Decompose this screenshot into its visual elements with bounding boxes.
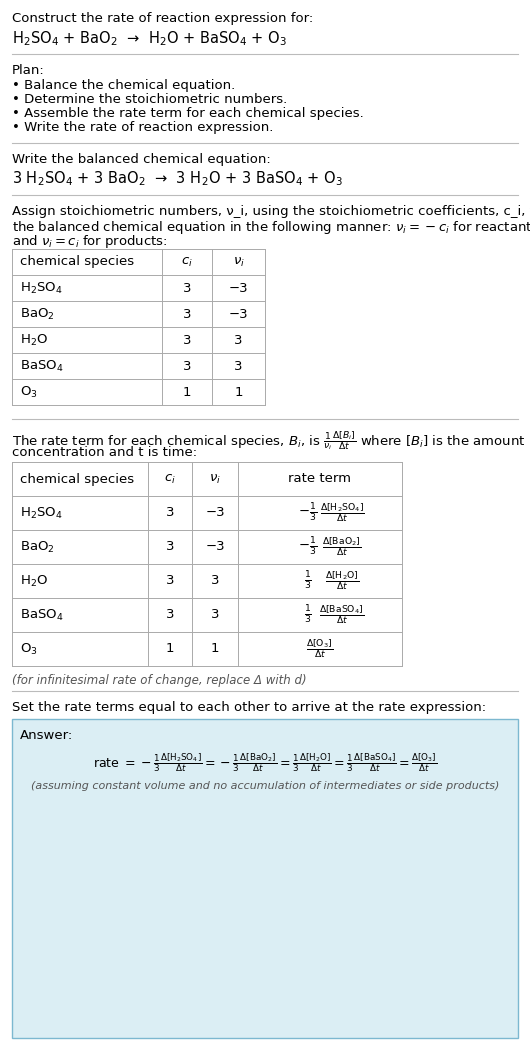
Text: 3: 3 — [183, 281, 191, 295]
Text: Write the balanced chemical equation:: Write the balanced chemical equation: — [12, 153, 271, 166]
Text: $\mathregular{BaO_2}$: $\mathregular{BaO_2}$ — [20, 306, 55, 321]
Text: • Determine the stoichiometric numbers.: • Determine the stoichiometric numbers. — [12, 93, 287, 106]
Text: Construct the rate of reaction expression for:: Construct the rate of reaction expressio… — [12, 12, 313, 25]
Text: $c_i$: $c_i$ — [181, 255, 193, 269]
Text: chemical species: chemical species — [20, 255, 134, 269]
Text: $\mathregular{H_2SO_4}$: $\mathregular{H_2SO_4}$ — [20, 505, 63, 521]
Text: $\nu_i$: $\nu_i$ — [233, 255, 244, 269]
Text: −3: −3 — [228, 308, 249, 320]
Text: rate $= -\frac{1}{3}\frac{\Delta[\mathregular{H_2SO_4}]}{\Delta t} = -\frac{1}{3: rate $= -\frac{1}{3}\frac{\Delta[\mathre… — [93, 752, 437, 774]
Text: $\frac{\Delta[\mathregular{O_3}]}{\Delta t}$: $\frac{\Delta[\mathregular{O_3}]}{\Delta… — [306, 638, 334, 660]
Text: $\mathregular{H_2SO_4}$ + $\mathregular{BaO_2}$  →  $\mathregular{H_2O}$ + $\mat: $\mathregular{H_2SO_4}$ + $\mathregular{… — [12, 29, 287, 48]
Text: 1: 1 — [183, 386, 191, 399]
Text: Answer:: Answer: — [20, 729, 73, 742]
Text: rate term: rate term — [288, 473, 351, 485]
Text: the balanced chemical equation in the following manner: $\nu_i = -c_i$ for react: the balanced chemical equation in the fo… — [12, 219, 530, 236]
Text: $\mathregular{H_2O}$: $\mathregular{H_2O}$ — [20, 573, 48, 589]
Text: 1: 1 — [166, 642, 174, 656]
Text: $\mathregular{O_3}$: $\mathregular{O_3}$ — [20, 641, 38, 657]
Text: 3: 3 — [183, 334, 191, 346]
Text: $\mathregular{BaO_2}$: $\mathregular{BaO_2}$ — [20, 540, 55, 554]
Text: 3: 3 — [234, 334, 243, 346]
Text: $\frac{\Delta[\mathregular{BaO_2}]}{\Delta t}$: $\frac{\Delta[\mathregular{BaO_2}]}{\Del… — [322, 536, 361, 559]
Text: $\frac{\Delta[\mathregular{BaSO_4}]}{\Delta t}$: $\frac{\Delta[\mathregular{BaSO_4}]}{\De… — [320, 604, 365, 627]
Text: $\mathregular{BaSO_4}$: $\mathregular{BaSO_4}$ — [20, 359, 64, 373]
Text: (assuming constant volume and no accumulation of intermediates or side products): (assuming constant volume and no accumul… — [31, 781, 499, 791]
Text: • Write the rate of reaction expression.: • Write the rate of reaction expression. — [12, 121, 273, 134]
Text: 1: 1 — [234, 386, 243, 399]
Text: $\frac{1}{3}$: $\frac{1}{3}$ — [304, 604, 312, 627]
Text: −3: −3 — [228, 281, 249, 295]
Text: chemical species: chemical species — [20, 473, 134, 485]
Text: 3: 3 — [211, 574, 219, 588]
Text: $\mathregular{O_3}$: $\mathregular{O_3}$ — [20, 385, 38, 400]
Text: $\nu_i$: $\nu_i$ — [209, 473, 221, 485]
Text: (for infinitesimal rate of change, replace Δ with d): (for infinitesimal rate of change, repla… — [12, 674, 307, 687]
Text: $\mathregular{H_2O}$: $\mathregular{H_2O}$ — [20, 333, 48, 347]
Text: $\frac{\Delta[\mathregular{H_2O}]}{\Delta t}$: $\frac{\Delta[\mathregular{H_2O}]}{\Delt… — [325, 570, 359, 592]
Text: 3: 3 — [166, 574, 174, 588]
Text: 3: 3 — [166, 609, 174, 621]
Text: Plan:: Plan: — [12, 64, 45, 77]
Text: 3 $\mathregular{H_2SO_4}$ + 3 $\mathregular{BaO_2}$  →  3 $\mathregular{H_2O}$ +: 3 $\mathregular{H_2SO_4}$ + 3 $\mathregu… — [12, 169, 343, 187]
Text: 3: 3 — [166, 541, 174, 553]
Text: $\mathregular{H_2SO_4}$: $\mathregular{H_2SO_4}$ — [20, 280, 63, 296]
Text: $\frac{1}{3}$: $\frac{1}{3}$ — [304, 570, 312, 592]
Text: 3: 3 — [183, 360, 191, 372]
Text: $-\frac{1}{3}$: $-\frac{1}{3}$ — [298, 502, 317, 524]
Text: −3: −3 — [205, 541, 225, 553]
Text: The rate term for each chemical species, $B_i$, is $\frac{1}{\nu_i}\frac{\Delta[: The rate term for each chemical species,… — [12, 429, 525, 452]
Text: • Assemble the rate term for each chemical species.: • Assemble the rate term for each chemic… — [12, 107, 364, 120]
Text: $\frac{\Delta[\mathregular{H_2SO_4}]}{\Delta t}$: $\frac{\Delta[\mathregular{H_2SO_4}]}{\D… — [320, 501, 364, 524]
Text: concentration and t is time:: concentration and t is time: — [12, 446, 197, 459]
Text: and $\nu_i = c_i$ for products:: and $\nu_i = c_i$ for products: — [12, 233, 167, 250]
Text: 1: 1 — [211, 642, 219, 656]
FancyBboxPatch shape — [12, 719, 518, 1038]
Text: 3: 3 — [183, 308, 191, 320]
Text: • Balance the chemical equation.: • Balance the chemical equation. — [12, 79, 235, 92]
Text: −3: −3 — [205, 506, 225, 520]
Text: Set the rate terms equal to each other to arrive at the rate expression:: Set the rate terms equal to each other t… — [12, 701, 486, 714]
Text: Assign stoichiometric numbers, ν_i, using the stoichiometric coefficients, c_i, : Assign stoichiometric numbers, ν_i, usin… — [12, 205, 530, 218]
Text: 3: 3 — [234, 360, 243, 372]
Text: $\mathregular{BaSO_4}$: $\mathregular{BaSO_4}$ — [20, 608, 64, 622]
Text: 3: 3 — [211, 609, 219, 621]
Text: $-\frac{1}{3}$: $-\frac{1}{3}$ — [298, 536, 317, 559]
Text: 3: 3 — [166, 506, 174, 520]
Text: $c_i$: $c_i$ — [164, 473, 176, 485]
